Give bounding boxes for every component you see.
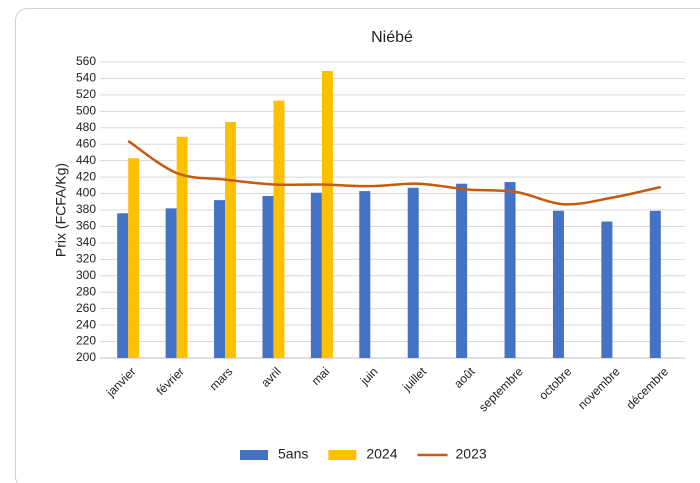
bar (273, 100, 285, 359)
y-tick-label: 480 (76, 120, 96, 134)
y-tick-label: 200 (76, 350, 96, 364)
y-tick-label: 420 (76, 169, 96, 183)
y-tick-label: 380 (76, 202, 96, 216)
y-tick-label: 520 (76, 87, 96, 101)
y-tick-label: 240 (76, 317, 96, 331)
bar (321, 71, 333, 359)
bar (128, 158, 140, 358)
bar (601, 221, 613, 358)
y-tick-label: 300 (76, 268, 96, 282)
bar (649, 210, 661, 358)
y-tick-label: 340 (76, 235, 96, 249)
y-tick-label: 540 (76, 71, 96, 85)
bar (310, 192, 322, 358)
chart-title: Niébé (371, 29, 413, 46)
legend-label: 5ans (278, 446, 308, 462)
bar (225, 122, 237, 359)
bar (359, 191, 371, 358)
legend-swatch (240, 450, 268, 460)
y-tick-label: 280 (76, 284, 96, 298)
y-axis-label: Prix (FCFA/Kg) (53, 163, 69, 257)
legend-label: 2024 (366, 446, 397, 462)
chart-frame (15, 8, 700, 483)
y-tick-label: 460 (76, 136, 96, 150)
line (127, 139, 662, 206)
y-tick-label: 360 (76, 219, 96, 233)
bar (552, 210, 564, 358)
y-tick-label: 500 (76, 104, 96, 118)
y-tick-label: 400 (76, 186, 96, 200)
bar (456, 183, 468, 358)
bar (214, 200, 226, 358)
y-tick-label: 320 (76, 252, 96, 266)
bar (407, 187, 419, 358)
bar (117, 213, 129, 358)
bar (504, 182, 516, 358)
bar (176, 136, 188, 358)
y-tick-label: 220 (76, 334, 96, 348)
legend-swatch (328, 450, 357, 460)
bar (165, 208, 177, 358)
y-tick-label: 560 (76, 54, 96, 68)
legend-label: 2023 (456, 446, 487, 462)
bar (262, 196, 274, 358)
y-tick-label: 260 (76, 301, 96, 315)
y-tick-label: 440 (76, 153, 96, 167)
